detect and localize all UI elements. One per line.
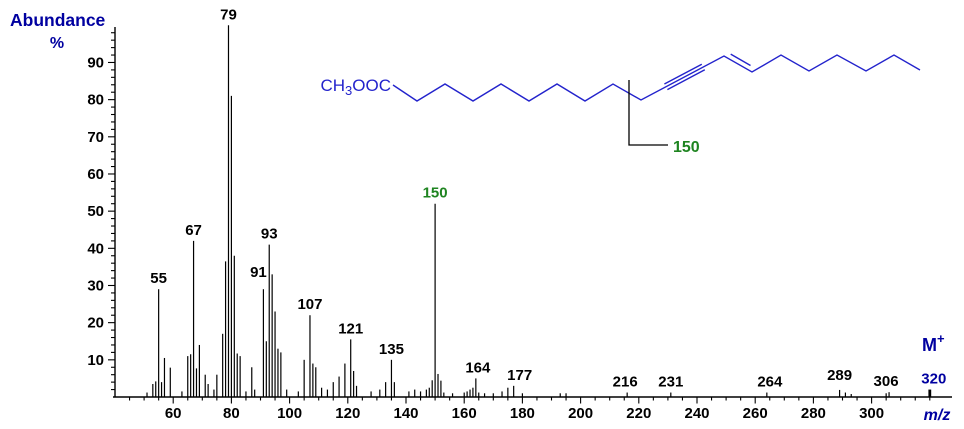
peak-label: 55 xyxy=(150,270,167,287)
x-tick-label: 160 xyxy=(452,405,477,422)
peak-label: 79 xyxy=(220,6,237,23)
y-tick-label: 20 xyxy=(87,315,104,332)
peak-label: 216 xyxy=(613,374,638,391)
triple-bond-line xyxy=(667,69,706,91)
y-tick-label: 80 xyxy=(87,92,104,109)
triple-bond-line xyxy=(664,63,703,85)
spectrum-plot-area: 60 80 100 120 140 160 180 200 220 240 260 280 300 10 2… xyxy=(87,6,952,422)
y-tick-label: 40 xyxy=(87,240,104,257)
peak-label: 67 xyxy=(185,222,202,239)
molecule-structure xyxy=(392,53,921,146)
x-tick-label: 80 xyxy=(223,405,240,422)
peak-label: 107 xyxy=(297,296,322,313)
peak-label: 93 xyxy=(261,226,278,243)
peak-label: 231 xyxy=(658,374,683,391)
peak-label: 264 xyxy=(757,374,783,391)
x-tick-label: 140 xyxy=(393,405,418,422)
x-tick-label: 300 xyxy=(859,405,884,422)
y-tick-label: 30 xyxy=(87,277,104,294)
x-tick-label: 60 xyxy=(165,405,182,422)
x-tick-label: 280 xyxy=(801,405,826,422)
x-tick-label: 220 xyxy=(626,405,651,422)
peak-label: 289 xyxy=(827,367,852,384)
y-tick-label: 50 xyxy=(87,203,104,220)
peak-label: 121 xyxy=(338,320,363,337)
y-tick-label: 10 xyxy=(87,352,104,369)
y-axis-title: Abundance xyxy=(10,10,106,30)
peak-label: 150 xyxy=(423,185,448,202)
x-tick-label: 260 xyxy=(743,405,768,422)
percent-sign: % xyxy=(50,35,64,52)
peak-label: 91 xyxy=(250,264,267,281)
x-axis-title: m/z xyxy=(924,407,951,424)
peak-label: 135 xyxy=(379,341,404,358)
y-tick-label: 60 xyxy=(87,166,104,183)
x-tick-label: 100 xyxy=(277,405,302,422)
fragment-mass-label: 150 xyxy=(673,139,700,156)
carbon-chain xyxy=(392,54,921,102)
peak-label: 164 xyxy=(465,359,491,376)
ester-group-label: CH3OOC xyxy=(320,76,391,98)
peak-label: 177 xyxy=(507,367,532,384)
y-tick-label: 90 xyxy=(87,54,104,71)
y-tick-label: 70 xyxy=(87,129,104,146)
molecular-ion-label: M+ xyxy=(922,331,945,355)
x-tick-label: 120 xyxy=(335,405,360,422)
x-tick-label: 200 xyxy=(568,405,593,422)
double-bond-line xyxy=(730,53,751,67)
x-tick-label: 240 xyxy=(684,405,709,422)
peak-label: 320 xyxy=(921,371,946,388)
peak-label: 306 xyxy=(874,373,899,390)
fragment-cut-line xyxy=(628,80,668,146)
x-tick-label: 180 xyxy=(510,405,535,422)
